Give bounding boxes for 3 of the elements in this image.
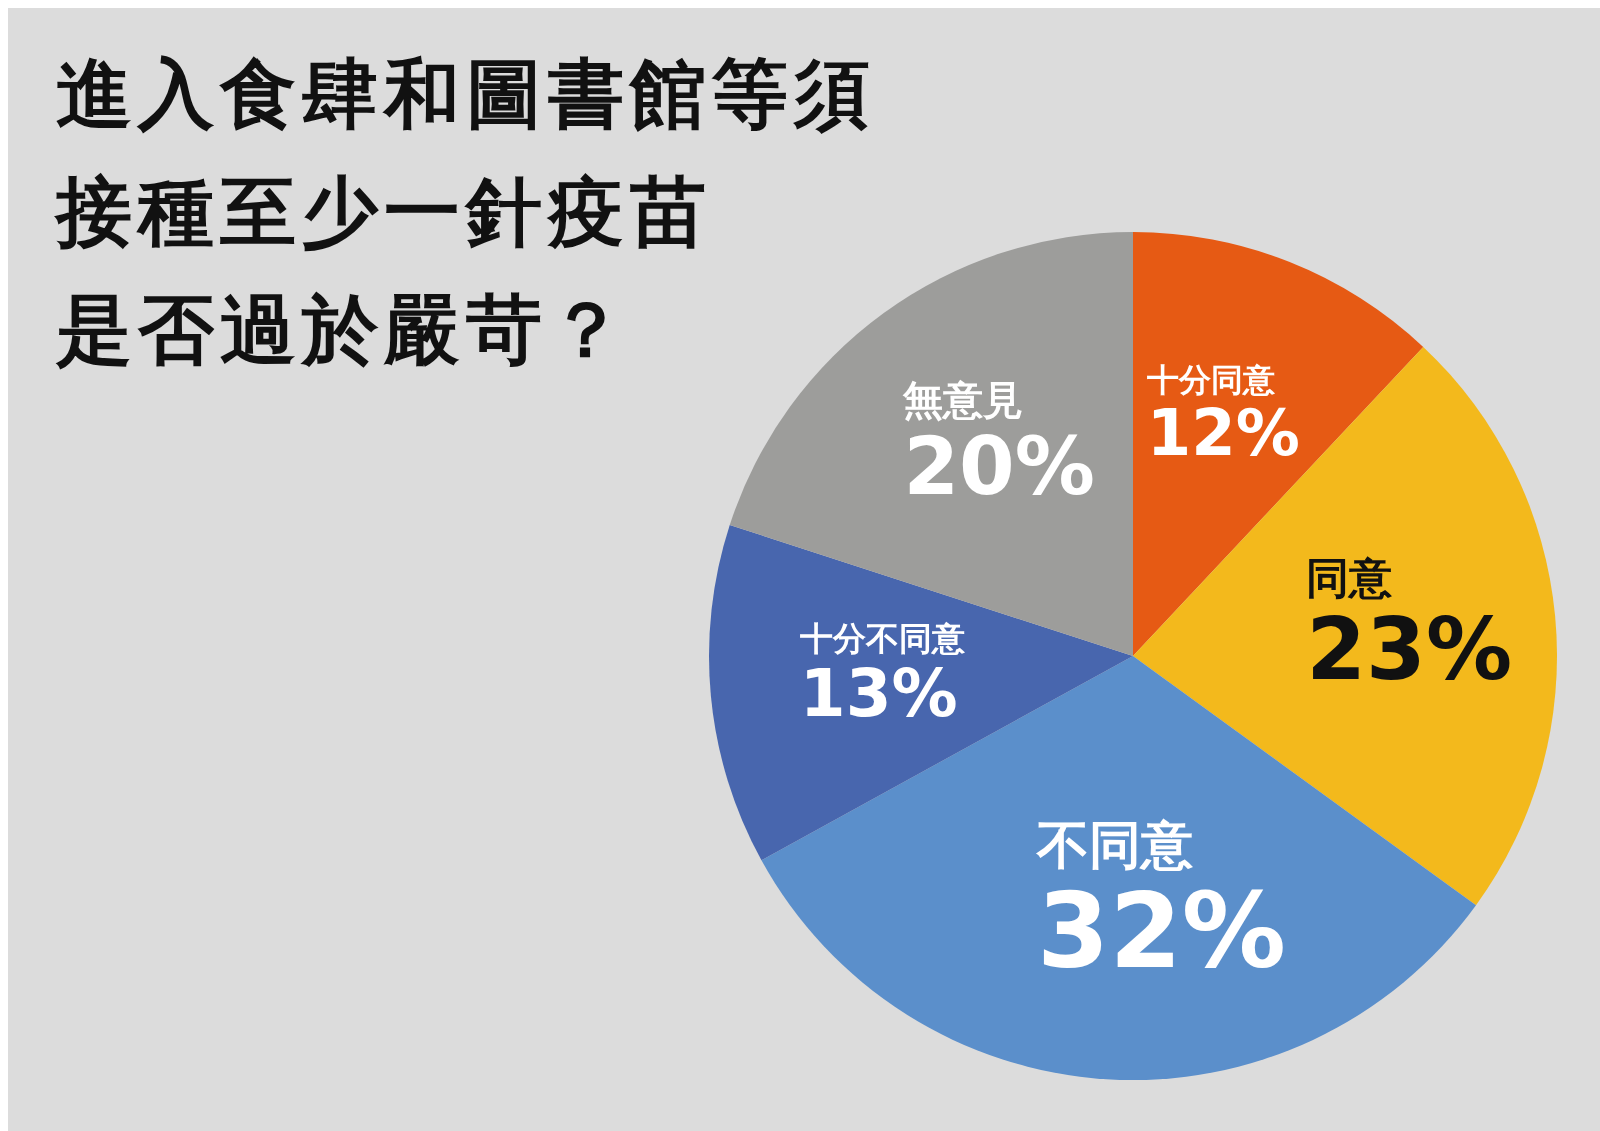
text: 是否過於嚴苛？ [55, 285, 630, 374]
pie-slice [729, 232, 1133, 656]
chart-title: 進入食肆和圖書館等須接種至少一針疫苗 [53, 49, 876, 256]
